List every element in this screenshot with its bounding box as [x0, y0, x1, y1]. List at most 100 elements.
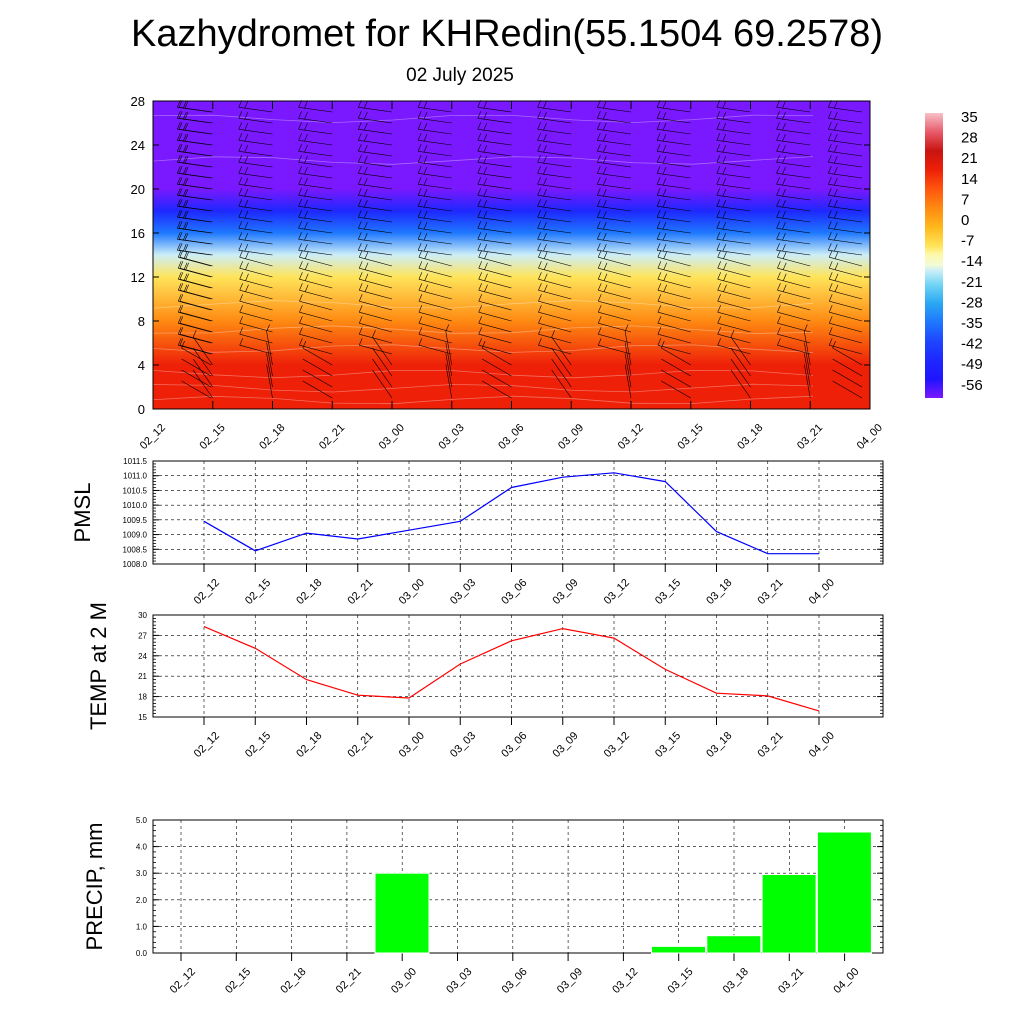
x-tick-label: 02_18: [294, 577, 324, 607]
wind-barb: [777, 283, 811, 300]
y-tick-label: 20: [131, 182, 145, 197]
x-tick-label: 03_03: [437, 422, 467, 452]
wind-barb: [192, 369, 213, 399]
precip-bar: [816, 831, 872, 954]
y-tick-label: 4.0: [136, 843, 148, 852]
wind-barb: [656, 210, 691, 223]
wind-barb: [418, 327, 452, 344]
wind-barb: [192, 329, 213, 366]
wind-barb: [717, 250, 751, 267]
wind-barb: [828, 166, 863, 179]
y-tick-label: 21: [138, 672, 147, 681]
y-tick-label: 28: [131, 94, 145, 109]
wind-barb: [828, 221, 863, 234]
colorbar-label: -49: [961, 356, 983, 373]
wind-barb: [177, 305, 212, 322]
wind-barb: [238, 144, 273, 157]
isotherm: [152, 369, 814, 379]
wind-barb: [828, 305, 863, 322]
wind-barb: [358, 272, 393, 289]
wind-barb: [537, 177, 572, 190]
wind-barb: [730, 369, 751, 399]
wind-barb: [358, 111, 393, 124]
wind-barb: [178, 166, 213, 179]
isotherm-lines: [152, 114, 814, 405]
y-tick-label: 5.0: [136, 816, 148, 825]
wind-barb: [445, 364, 453, 399]
wind-barb: [477, 232, 512, 245]
wind-barb: [478, 283, 512, 300]
wind-barb: [417, 133, 452, 146]
wind-barb: [238, 111, 273, 124]
wind-barb: [298, 243, 333, 256]
wind-barb: [657, 250, 691, 267]
x-tick-label: 02_12: [168, 966, 198, 996]
x-tick-label: 03_15: [676, 422, 706, 452]
isotherm: [152, 156, 814, 165]
precip-chart: 0.0 1.0 2.0 3.0 4.0 5.0 02_12 02_15 02_18 02_21 03…: [82, 816, 884, 996]
wind-barb: [239, 261, 273, 278]
wind-barb: [537, 144, 572, 157]
wind-barb: [597, 327, 632, 344]
wind-barb: [417, 155, 452, 168]
wind-barb: [716, 199, 751, 212]
wind-barb: [656, 122, 691, 135]
wind-barb: [358, 221, 393, 234]
wind-barb: [537, 166, 572, 179]
wind-barb: [657, 272, 691, 289]
wind-barb: [298, 133, 333, 146]
wind-barb: [178, 210, 213, 223]
wind-barb: [372, 347, 393, 377]
x-tick-label: 03_06: [500, 966, 530, 996]
wind-barb: [302, 358, 333, 377]
wind-barb: [597, 155, 632, 168]
wind-barb: [656, 199, 691, 212]
wind-barb: [832, 358, 863, 377]
wind-barb: [445, 353, 453, 388]
wind-barb: [179, 338, 213, 355]
precip-bar: [761, 874, 817, 954]
wind-barb: [178, 122, 213, 135]
wind-barb: [417, 199, 452, 212]
wind-barb: [418, 305, 452, 322]
wind-barb: [597, 177, 632, 190]
wind-barb: [298, 144, 333, 157]
wind-barb: [418, 283, 452, 300]
wind-barb: [358, 305, 393, 322]
y-tick-label: 1010.0: [123, 501, 148, 510]
wind-barb: [656, 144, 691, 157]
wind-barb: [358, 283, 393, 300]
colorbar-label: 35: [961, 109, 978, 126]
wind-barb: [597, 243, 632, 256]
wind-barb: [661, 380, 691, 399]
wind-barb: [238, 122, 273, 135]
wind-barb: [657, 305, 691, 322]
wind-barb: [551, 329, 572, 366]
wind-barb: [730, 358, 751, 388]
wind-barb: [239, 305, 273, 322]
wind-barb: [597, 221, 632, 234]
wind-barb: [624, 353, 632, 388]
temperature-cross-section: 0 4 8 12 16 20 24 28 02_12 02_15 02_18 02_21 03_00 0…: [131, 94, 885, 452]
wind-barb: [181, 369, 212, 388]
temp-chart: 15 18 21 24 27 30 02_12 02_15 02_18 02_21 03_00 03_…: [86, 602, 884, 760]
wind-barb: [656, 243, 691, 256]
y-tick-label: 1009.0: [123, 531, 148, 540]
wind-barb: [302, 369, 333, 388]
y-tick-label: 0: [138, 402, 145, 417]
wind-barb: [238, 133, 273, 146]
wind-barb: [717, 294, 751, 311]
colorbar: 35 28 21 14 7 0 -7 -14 -21 -28 -35 -42 -49 -56: [925, 109, 983, 398]
wind-barb: [298, 199, 333, 212]
wind-barb: [776, 111, 811, 124]
y-tick-label: 3.0: [136, 869, 148, 878]
wind-barb: [776, 166, 811, 179]
wind-barb: [266, 353, 273, 388]
wind-barb: [299, 305, 333, 322]
y-tick-label: 1008.0: [123, 560, 148, 569]
wind-barb: [777, 305, 811, 322]
wind-barb: [597, 316, 632, 333]
wind-barb: [358, 166, 393, 179]
wind-barb: [597, 250, 632, 267]
